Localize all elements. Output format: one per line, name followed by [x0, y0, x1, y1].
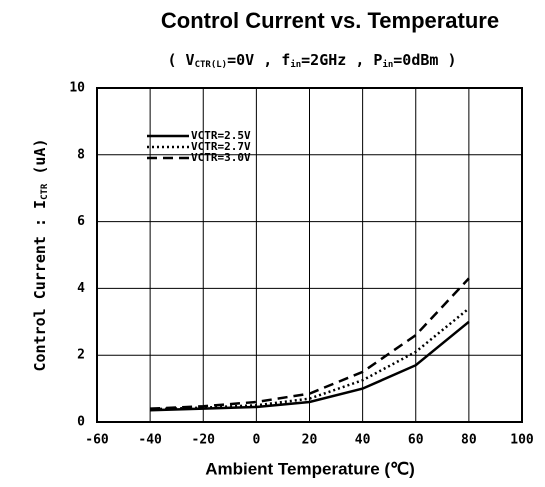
data-line [150, 320, 470, 412]
data-line [150, 307, 470, 411]
chart-subtitle: ( VCTR(L)=0V , fin=2GHz , Pin=0dBm ) [167, 51, 456, 70]
chart-title: Control Current vs. Temperature [161, 8, 499, 33]
x-axis-label: Ambient Temperature (℃) [205, 459, 415, 478]
x-tick-label: 60 [408, 433, 424, 448]
text-part: =0V , f [227, 51, 290, 69]
subscript: CTR [40, 183, 50, 200]
legend-label: VCTR=2.7V [191, 140, 251, 153]
text-part: ( V [167, 51, 194, 69]
y-tick-label: 10 [69, 81, 85, 96]
y-axis-label: Control Current : ICTR (uA) [31, 138, 50, 371]
x-tick-label: 40 [355, 433, 371, 448]
subscript: CTR(L) [195, 60, 228, 70]
y-tick-label: 6 [77, 214, 85, 229]
x-tick-label: -60 [85, 433, 109, 448]
x-tick-label: 20 [302, 433, 318, 448]
legend-label: VCTR=2.5V [191, 129, 251, 142]
text-part: Control Current : I [31, 200, 49, 372]
y-tick-label: 2 [77, 348, 85, 363]
text-part: =0dBm ) [393, 51, 456, 69]
y-tick-label: 8 [77, 147, 85, 162]
x-tick-label: 100 [510, 433, 534, 448]
x-tick-label: -40 [138, 433, 162, 448]
y-tick-label: 0 [77, 415, 85, 430]
data-line [150, 277, 470, 410]
subscript: in [290, 59, 301, 70]
x-tick-label: 80 [461, 433, 477, 448]
x-tick-label: 0 [252, 433, 260, 448]
text-part: =2GHz , P [301, 51, 382, 69]
legend-label: VCTR=3.0V [191, 151, 251, 164]
x-tick-label: -20 [192, 433, 216, 448]
text-part: (uA) [31, 138, 49, 183]
y-tick-label: 4 [77, 281, 85, 296]
plot-frame [96, 87, 523, 423]
subscript: in [382, 59, 393, 70]
